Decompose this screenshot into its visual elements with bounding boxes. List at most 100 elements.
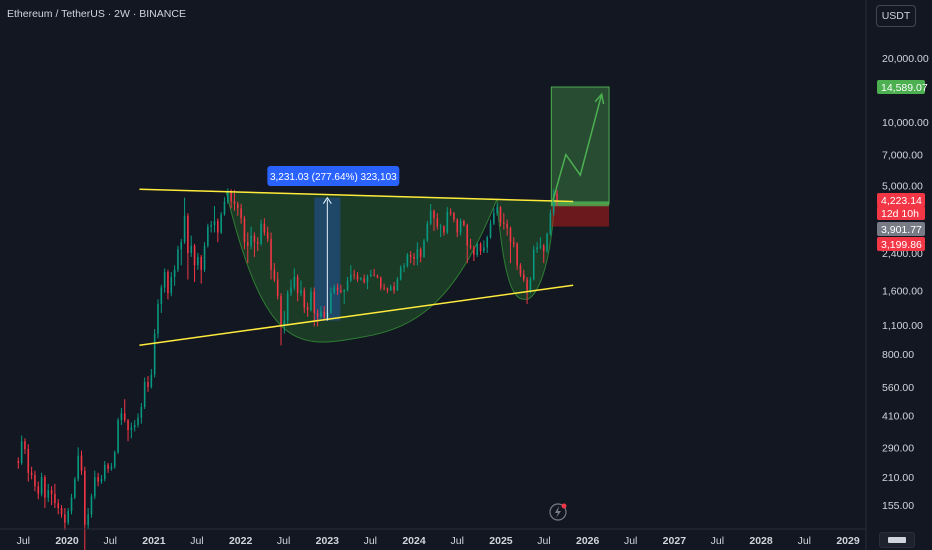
- candle: [483, 240, 485, 254]
- candle-body: [293, 276, 296, 288]
- candle: [50, 486, 53, 505]
- candle-body: [546, 234, 548, 252]
- price-label-box: [877, 80, 925, 94]
- candle-body: [120, 413, 123, 421]
- candle: [416, 242, 419, 266]
- y-tick-label: 5,000.00: [882, 181, 923, 193]
- candle-body: [456, 219, 459, 233]
- candle-body: [220, 214, 222, 233]
- candle-body: [396, 279, 399, 291]
- candle-body: [187, 215, 189, 254]
- candle: [476, 242, 479, 257]
- price-label-box: [877, 237, 925, 251]
- candle-body: [64, 514, 66, 523]
- y-tick-label: 1,100.00: [882, 320, 923, 332]
- candle: [20, 435, 23, 465]
- candle-body: [173, 269, 176, 277]
- candle: [459, 218, 462, 236]
- x-tick-label: 2026: [576, 535, 600, 547]
- candle: [539, 237, 542, 250]
- candle-body: [153, 333, 156, 375]
- candle-body: [323, 311, 326, 318]
- tradingview-logo-icon[interactable]: [879, 532, 915, 548]
- candle: [496, 203, 498, 216]
- candle-body: [526, 279, 528, 291]
- candle: [70, 493, 73, 515]
- candle-body: [413, 256, 415, 259]
- x-tick-label: Jul: [190, 535, 203, 547]
- candle: [27, 444, 30, 482]
- candle: [516, 242, 518, 270]
- candle-body: [433, 210, 435, 219]
- target-profit-zone: [550, 86, 610, 205]
- candle-body: [127, 420, 129, 431]
- currency-button[interactable]: USDT: [876, 5, 916, 27]
- candle: [426, 220, 429, 243]
- price-label: 12d 10h: [877, 206, 925, 220]
- x-tick-label: 2023: [316, 535, 340, 547]
- candle-body: [300, 290, 302, 294]
- candle-body: [256, 242, 259, 244]
- candle-body: [230, 191, 232, 202]
- candle: [296, 274, 299, 302]
- candle: [117, 417, 119, 454]
- candle: [486, 235, 488, 254]
- candle: [393, 282, 395, 294]
- candle: [173, 265, 176, 286]
- candle: [316, 309, 319, 327]
- candle-body: [233, 201, 236, 204]
- candle-body: [240, 208, 242, 219]
- candle-body: [137, 417, 139, 425]
- candle: [243, 215, 246, 250]
- chart-title: Ethereum / TetherUS · 2W · BINANCE: [7, 8, 186, 20]
- y-axis: 20,000.00 10,000.00 7,000.00 5,000.00 2,400.…: [865, 0, 929, 550]
- candle-body: [529, 279, 532, 291]
- candle-body: [363, 278, 365, 283]
- candle: [399, 265, 402, 281]
- candle-body: [253, 235, 256, 243]
- candle: [227, 188, 229, 204]
- measure-label: 3,231.03 (277.64%) 323,103: [270, 172, 397, 183]
- x-tick-label: 2022: [229, 535, 253, 547]
- candle-body: [246, 242, 249, 246]
- candle: [466, 223, 469, 264]
- candle: [379, 276, 382, 291]
- x-tick-label: Jul: [451, 535, 464, 547]
- candle-body: [320, 311, 322, 317]
- candle-body: [67, 511, 69, 523]
- candle-body: [483, 247, 485, 252]
- candle-body: [366, 276, 369, 283]
- candle-body: [123, 413, 126, 421]
- candle-body: [57, 503, 60, 509]
- candle-body: [539, 245, 542, 248]
- candle: [100, 474, 103, 484]
- lower-trendline: [139, 284, 574, 347]
- candle-body: [370, 274, 372, 277]
- candle-body: [496, 207, 498, 214]
- candle: [190, 235, 193, 257]
- candle-body: [333, 287, 336, 293]
- candle-body: [84, 470, 86, 525]
- x-tick-label: Jul: [277, 535, 290, 547]
- y-tick-label: 7,000.00: [882, 150, 923, 162]
- candle-body: [90, 496, 93, 515]
- candle: [303, 287, 306, 314]
- x-tick-label: Jul: [104, 535, 117, 547]
- candle-body: [532, 249, 535, 280]
- candle: [153, 329, 156, 378]
- candle-body: [406, 254, 409, 267]
- x-tick-label: Jul: [711, 535, 724, 547]
- candle: [163, 268, 166, 293]
- measure-arrow-head: [322, 196, 332, 204]
- candle-body: [459, 220, 462, 233]
- candle-body: [443, 226, 445, 233]
- candle: [330, 287, 332, 314]
- candle-body: [522, 274, 525, 280]
- candle: [503, 213, 505, 230]
- candle: [270, 232, 272, 280]
- candle-body: [260, 223, 262, 244]
- candle: [313, 287, 316, 327]
- y-tick-label: 800.00: [882, 349, 914, 361]
- candle: [60, 505, 63, 518]
